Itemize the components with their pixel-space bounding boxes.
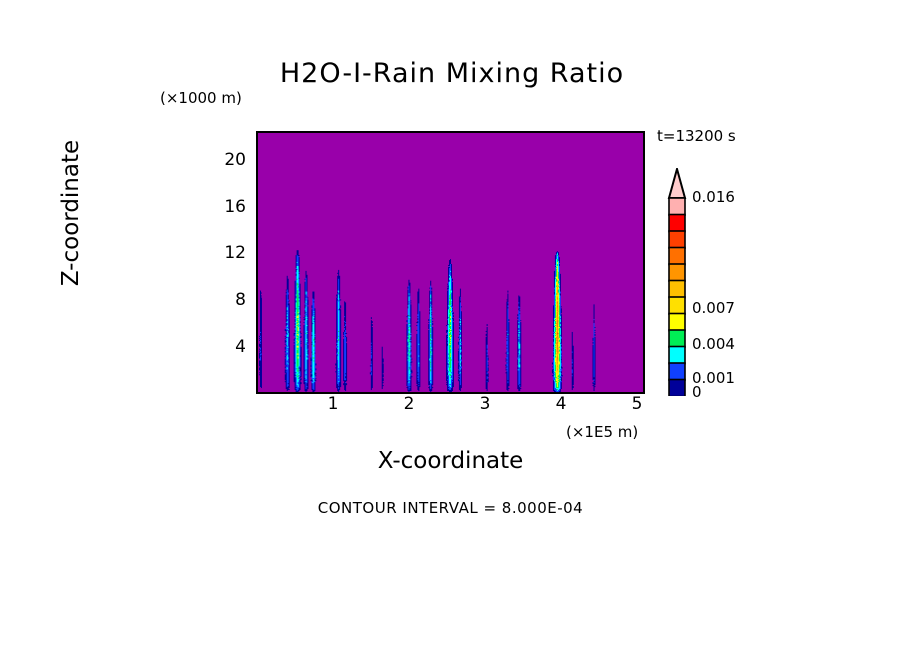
colorbar-svg [667, 168, 687, 396]
y-axis-title: Z-coordinate [58, 139, 84, 287]
y-tick-12: 12 [224, 243, 246, 263]
y-tick-20: 20 [224, 150, 246, 170]
x-tick-2: 2 [403, 394, 415, 414]
y-tick-16: 16 [224, 197, 246, 217]
x-tick-1: 1 [327, 394, 339, 414]
time-annotation: t=13200 s [657, 127, 736, 145]
contour-field-canvas [258, 133, 643, 392]
x-axis-title: X-coordinate [377, 448, 524, 474]
x-tick-4: 4 [555, 394, 567, 414]
contour-interval-caption: CONTOUR INTERVAL = 8.000E-04 [317, 499, 584, 517]
x-tick-3: 3 [479, 394, 491, 414]
plot-area [256, 131, 645, 394]
x-tick-5: 5 [631, 394, 643, 414]
y-tick-4: 4 [235, 337, 246, 357]
z-axis-units-label: (×1000 m) [160, 89, 242, 107]
colorbar-legend [666, 168, 688, 396]
colorbar-label-0016: 0.016 [692, 188, 735, 206]
page-title: H2O-I-Rain Mixing Ratio [279, 58, 625, 89]
colorbar-label-0: 0 [692, 383, 702, 401]
colorbar-label-0007: 0.007 [692, 299, 735, 317]
y-tick-8: 8 [235, 290, 246, 310]
colorbar-label-0004: 0.004 [692, 335, 735, 353]
colorbar-label-0001: 0.001 [692, 369, 735, 387]
x-axis-units-label: (×1E5 m) [566, 423, 639, 441]
